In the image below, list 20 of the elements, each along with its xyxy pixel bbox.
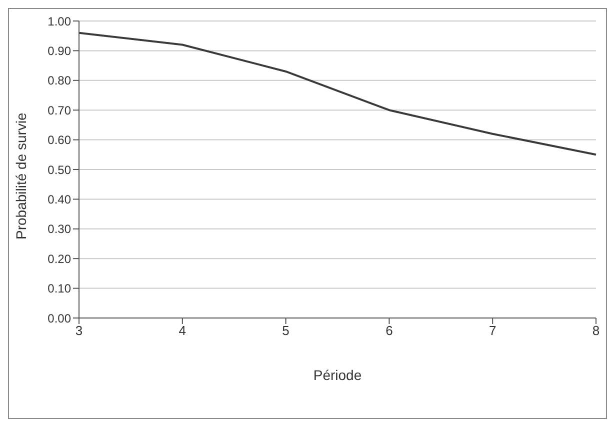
x-tick-label: 4 bbox=[178, 323, 186, 338]
x-tick-label: 7 bbox=[488, 323, 496, 338]
y-tick-label: 0.80 bbox=[48, 74, 72, 88]
x-tick-label: 8 bbox=[592, 323, 600, 338]
y-tick-label: 0.50 bbox=[48, 162, 72, 177]
y-tick-label: 0.30 bbox=[48, 222, 72, 236]
x-tick-label: 6 bbox=[386, 323, 393, 338]
y-tick-label: 0.00 bbox=[48, 311, 72, 326]
x-axis-title: Période bbox=[313, 367, 362, 383]
line-series bbox=[78, 32, 597, 156]
x-tick-label: 3 bbox=[75, 323, 83, 338]
y-axis-title: Probabilité de survie bbox=[12, 112, 29, 240]
x-tick-label: 5 bbox=[282, 323, 290, 338]
y-tick-label: 0.90 bbox=[48, 44, 72, 58]
y-tick-label: 0.70 bbox=[48, 103, 72, 118]
y-tick-label: 0.60 bbox=[48, 133, 72, 148]
y-tick-label: 0.40 bbox=[48, 192, 72, 206]
y-tick-label: 0.20 bbox=[48, 252, 72, 266]
y-tick-label: 0.10 bbox=[48, 282, 72, 296]
y-tick-label: 1.00 bbox=[48, 14, 72, 28]
